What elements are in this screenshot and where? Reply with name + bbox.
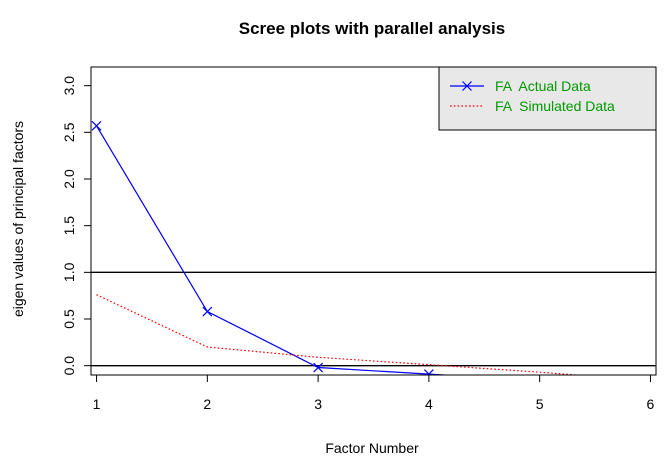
x-tick-label-5: 6 <box>647 396 655 412</box>
y-tick-label-2: 1.0 <box>61 262 77 282</box>
legend-label-1: FA Simulated Data <box>495 98 615 114</box>
x-axis-label: Factor Number <box>325 440 419 456</box>
x-tick-label-3: 4 <box>425 396 433 412</box>
series-0-point-0 <box>91 120 102 131</box>
legend-marker-0 <box>462 81 472 91</box>
x-tick-label-0: 1 <box>93 396 101 412</box>
y-axis-label: eigen values of principal factors <box>10 121 26 317</box>
legend-box <box>438 66 657 131</box>
y-tick-label-6: 3.0 <box>61 76 77 96</box>
series-group <box>91 120 585 375</box>
series-line-1 <box>96 294 585 375</box>
series-0-point-3 <box>423 369 434 375</box>
y-tick-label-1: 0.5 <box>61 309 77 329</box>
y-tick-label-3: 1.5 <box>61 216 77 236</box>
y-tick-label-4: 2.0 <box>61 169 77 189</box>
series-0-point-1 <box>202 306 213 317</box>
plot-area: 1 2 3 4 5 6 0.0 0.5 1.0 1.5 2.0 2.5 3.0 FA Actual Dat… <box>61 66 657 412</box>
x-tick-label-4: 5 <box>536 396 544 412</box>
series-line-0 <box>95 125 455 375</box>
legend-label-0: FA Actual Data <box>495 78 591 94</box>
plot-frame <box>90 66 657 376</box>
y-tick-label-0: 0.0 <box>61 356 77 376</box>
chart-title: Scree plots with parallel analysis <box>239 19 505 38</box>
x-tick-label-2: 3 <box>314 396 322 412</box>
y-tick-label-5: 2.5 <box>61 122 77 142</box>
series-0-point-2 <box>313 362 324 373</box>
x-tick-label-1: 2 <box>203 396 211 412</box>
